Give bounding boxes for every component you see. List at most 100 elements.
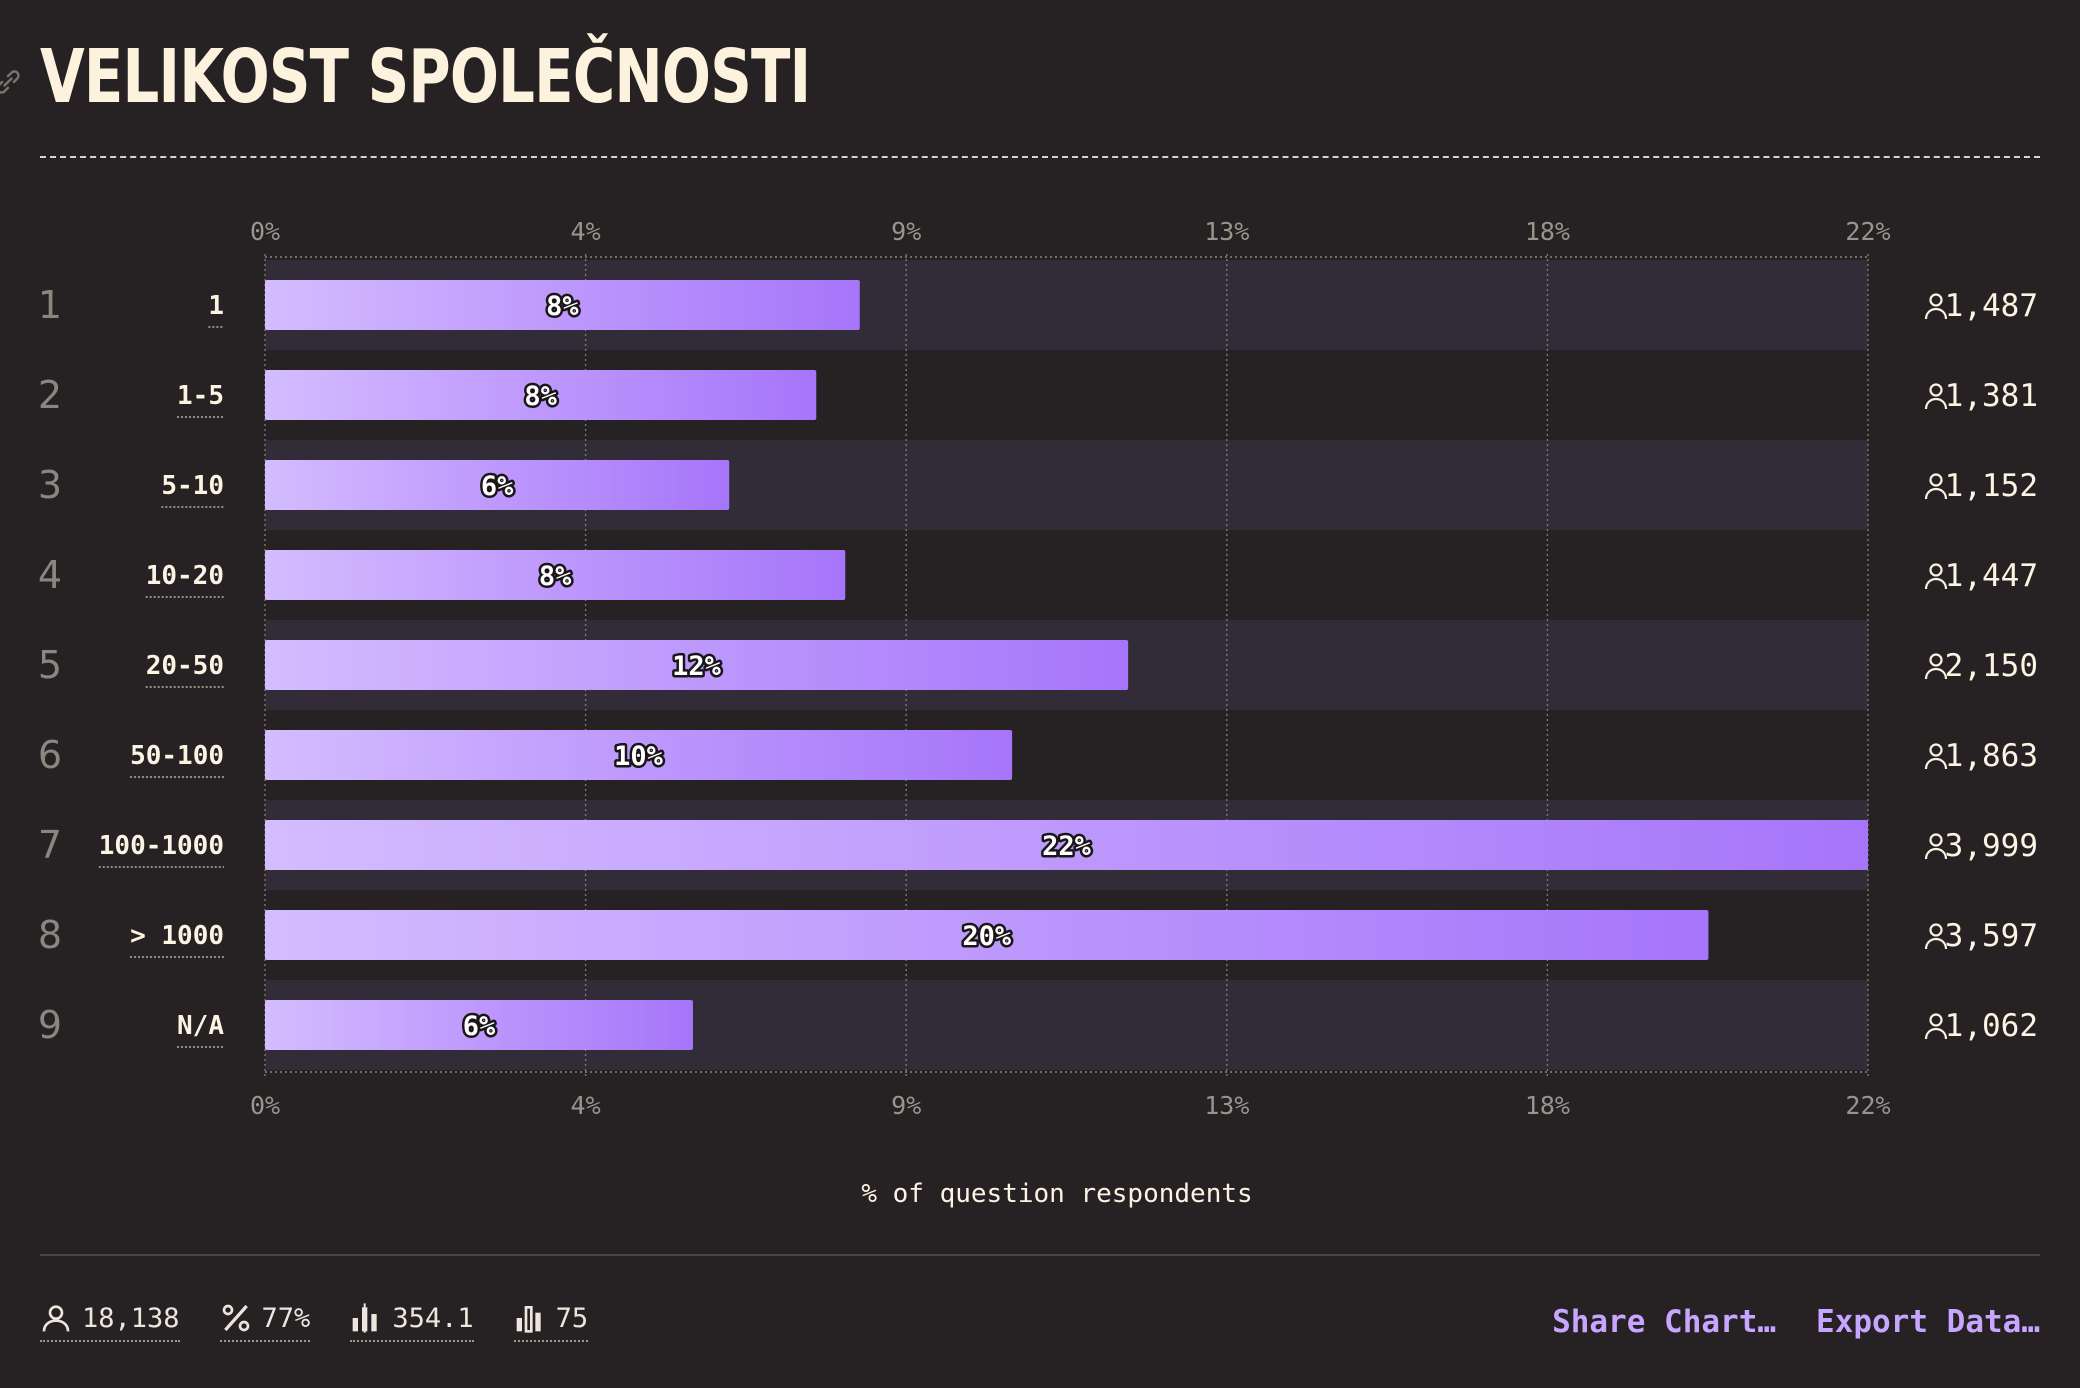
respondents-value: 18,138 [82, 1302, 180, 1334]
bar-value-label: 8% [539, 561, 572, 592]
bar [265, 370, 817, 420]
bar [265, 460, 730, 510]
respondent-count: 1,447 [1945, 558, 2038, 594]
respondent-count: 1,381 [1945, 378, 2038, 414]
category-label: 20-50 [146, 651, 224, 681]
user-icon-head [1929, 563, 1943, 577]
bar [265, 550, 846, 600]
bar-value-label: 8% [524, 381, 557, 412]
median-value: 75 [555, 1302, 589, 1334]
bar-chart: 0% 0% 4% 4% 9% 9% 13% 13% 18% 18% 22% 22% 8% 1 1 1,487 8… [38, 217, 2038, 1209]
user-icon-head [1929, 923, 1943, 937]
row-number: 7 [38, 823, 62, 867]
x-tick-bottom: 9% [891, 1091, 921, 1120]
user-icon-head [1929, 1013, 1943, 1027]
median-stat[interactable]: 75 [513, 1302, 589, 1342]
respondent-count: 1,152 [1945, 468, 2038, 504]
user-icon-head [1929, 383, 1943, 397]
row-number: 1 [38, 283, 62, 327]
bar [265, 820, 1868, 870]
category-label: 10-20 [146, 561, 224, 591]
bar [265, 910, 1709, 960]
category-label: 100-1000 [99, 831, 224, 861]
row-number: 2 [38, 373, 62, 417]
user-icon-head [1929, 743, 1943, 757]
average-stat[interactable]: 354.1 [350, 1302, 474, 1342]
row-number: 9 [38, 1003, 62, 1047]
user-icon-body [1924, 847, 1948, 860]
user-icon [1924, 383, 1948, 410]
bar [265, 280, 860, 330]
respondent-count: 1,863 [1945, 738, 2038, 774]
user-icon-body [1924, 397, 1948, 410]
median-bars-icon [516, 1306, 541, 1333]
average-value: 354.1 [392, 1302, 474, 1334]
user-icon [1924, 563, 1948, 590]
user-icon [1924, 653, 1948, 680]
row-number: 5 [38, 643, 62, 687]
percent-value: 77% [261, 1302, 311, 1334]
footer-actions: Share Chart… Export Data… [1552, 1304, 2040, 1340]
percent-stat[interactable]: 77% [219, 1302, 311, 1342]
x-tick-top: 18% [1525, 217, 1570, 246]
x-tick-bottom: 0% [250, 1091, 280, 1120]
share-chart-link[interactable]: Share Chart… [1552, 1304, 1777, 1340]
title-divider [40, 156, 2040, 158]
bar [265, 1000, 693, 1050]
respondent-count: 2,150 [1945, 648, 2038, 684]
user-icon-body [1924, 487, 1948, 500]
respondent-count: 3,597 [1945, 918, 2038, 954]
respondent-count: 1,062 [1945, 1008, 2038, 1044]
category-label: 1 [208, 291, 224, 321]
category-label: 1-5 [177, 381, 224, 411]
bar-value-label: 6% [481, 471, 514, 502]
export-data-link[interactable]: Export Data… [1816, 1304, 2040, 1340]
bar-value-label: 10% [614, 741, 664, 772]
x-tick-top: 4% [571, 217, 601, 246]
category-label: 5-10 [161, 471, 224, 501]
user-icon-body [1924, 577, 1948, 590]
respondent-count: 1,487 [1945, 288, 2038, 324]
user-icon [1924, 743, 1948, 770]
x-tick-bottom: 13% [1204, 1091, 1249, 1120]
x-tick-top: 0% [250, 217, 280, 246]
stats-bar: 18,138 77% 354.1 75 [40, 1302, 589, 1342]
row-number: 4 [38, 553, 62, 597]
user-icon [1924, 473, 1948, 500]
user-icon-body [1924, 307, 1948, 320]
bar [265, 640, 1129, 690]
row-number: 6 [38, 733, 62, 777]
respondents-stat[interactable]: 18,138 [40, 1302, 180, 1342]
page-title: VELIKOST SPOLEČNOSTI [40, 34, 811, 120]
category-label: > 1000 [130, 921, 224, 951]
bar-value-label: 12% [672, 651, 722, 682]
row-number: 3 [38, 463, 62, 507]
row-number: 8 [38, 913, 62, 957]
category-label: 50-100 [130, 741, 224, 771]
x-tick-top: 9% [891, 217, 921, 246]
user-icon-body [1924, 667, 1948, 680]
user-icon-head [1929, 473, 1943, 487]
category-label: N/A [177, 1011, 224, 1041]
respondent-count: 3,999 [1945, 828, 2038, 864]
user-icon-body [1924, 757, 1948, 770]
bar [265, 730, 1013, 780]
x-tick-top: 13% [1204, 217, 1249, 246]
bar-value-label: 20% [962, 921, 1012, 952]
x-tick-bottom: 4% [571, 1091, 601, 1120]
x-axis-title: % of question respondents [861, 1179, 1252, 1209]
link-icon[interactable] [0, 68, 22, 96]
x-tick-top: 22% [1845, 217, 1890, 246]
user-icon [1924, 923, 1948, 950]
user-icon-body [1924, 1027, 1948, 1040]
user-icon [1924, 833, 1948, 860]
user-icon [1924, 1013, 1948, 1040]
average-bars-icon [352, 1303, 377, 1333]
user-icon [1924, 293, 1948, 320]
user-icon [42, 1305, 70, 1332]
bar-value-label: 6% [463, 1011, 496, 1042]
percent-icon [222, 1304, 249, 1332]
x-tick-bottom: 18% [1525, 1091, 1570, 1120]
x-tick-bottom: 22% [1845, 1091, 1890, 1120]
bar-value-label: 22% [1042, 831, 1092, 862]
